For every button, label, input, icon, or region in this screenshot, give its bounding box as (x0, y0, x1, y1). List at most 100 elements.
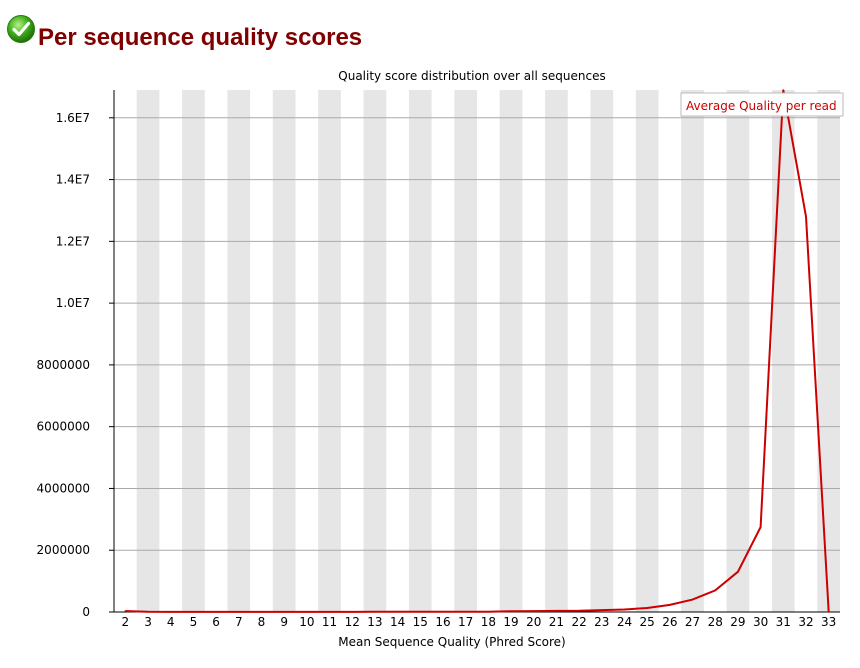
stripe-25 (635, 90, 659, 612)
x-tick-label: 19 (503, 615, 518, 629)
x-tick-label: 17 (458, 615, 473, 629)
x-tick-label: 11 (322, 615, 337, 629)
data-point-15 (419, 610, 422, 613)
data-point-16 (442, 610, 444, 613)
data-point-33 (827, 611, 830, 613)
legend-label: Average Quality per read (686, 99, 837, 113)
x-tick-label: 18 (481, 615, 496, 629)
y-tick-label: 2000000 (37, 543, 90, 557)
data-point-20 (532, 610, 535, 612)
legend-box (680, 92, 844, 117)
data-points (124, 89, 830, 613)
data-point-30 (759, 526, 762, 528)
data-point-19 (510, 610, 512, 613)
horizontal-gridlines (114, 117, 840, 551)
data-point-29 (737, 571, 739, 573)
y-tick-label: 0 (82, 605, 90, 619)
data-point-7 (237, 611, 240, 613)
data-point-25 (646, 607, 648, 609)
x-axis-label: Mean Sequence Quality (Phred Score) (338, 635, 566, 649)
chart-title: Quality score distribution over all sequ… (338, 69, 605, 83)
x-tick-label: 14 (390, 615, 405, 629)
data-point-2 (124, 610, 127, 612)
x-tick-label: 26 (662, 615, 677, 629)
x-tick-label: 23 (594, 615, 609, 629)
x-tick-label: 2 (122, 615, 130, 629)
stripe-15 (408, 90, 432, 612)
data-point-10 (306, 611, 308, 613)
data-point-8 (260, 611, 263, 613)
data-point-31 (782, 89, 785, 91)
data-point-5 (192, 611, 195, 613)
module-header: Per sequence quality scores (6, 14, 362, 54)
data-point-17 (464, 610, 467, 613)
x-tick-label: 13 (367, 615, 382, 629)
x-tick-label: 29 (730, 615, 745, 629)
stripe-11 (318, 90, 341, 612)
y-tick-label: 4000000 (37, 481, 90, 495)
x-tick-label: 28 (708, 615, 723, 629)
data-point-24 (623, 608, 626, 611)
data-point-3 (147, 611, 149, 613)
data-point-18 (487, 610, 490, 613)
x-tick-label: 12 (345, 615, 360, 629)
x-tick-label: 22 (571, 615, 586, 629)
series-line-average-quality (125, 89, 830, 613)
x-tick-label: 33 (821, 615, 836, 629)
stripe-13 (363, 90, 387, 612)
x-tick-label: 30 (753, 615, 768, 629)
x-tick-label: 9 (280, 615, 288, 629)
data-point-6 (215, 611, 217, 613)
background-stripes (136, 90, 840, 612)
stripe-33 (817, 90, 840, 612)
data-point-23 (600, 609, 603, 611)
y-tick-label: 8000000 (37, 358, 90, 372)
x-tick-label: 7 (235, 615, 243, 629)
data-point-27 (691, 598, 694, 601)
stripe-7 (227, 90, 251, 612)
x-tick-label: 21 (549, 615, 564, 629)
y-tick-label: 6000000 (37, 420, 90, 434)
y-tick-labels: 0 2000000 4000000 6000000 8000000 1.0E7 1.2E7 1… (37, 111, 114, 619)
x-tick-label: 32 (798, 615, 813, 629)
x-tick-label: 31 (776, 615, 791, 629)
data-point-4 (169, 611, 172, 613)
x-tick-label: 6 (212, 615, 220, 629)
x-tick-label: 3 (144, 615, 152, 629)
data-point-21 (555, 610, 558, 612)
x-tick-label: 27 (685, 615, 700, 629)
stripe-19 (499, 90, 523, 612)
legend: Average Quality per read (680, 92, 844, 117)
stripe-5 (182, 90, 205, 612)
data-point-12 (351, 611, 354, 613)
stripe-3 (136, 90, 160, 612)
x-tick-label: 25 (640, 615, 655, 629)
x-tick-label: 4 (167, 615, 175, 629)
stripe-21 (545, 90, 568, 612)
x-tick-label: 10 (299, 615, 314, 629)
data-point-9 (283, 611, 285, 613)
data-point-13 (374, 611, 376, 613)
stripe-17 (454, 90, 477, 612)
x-tick-label: 24 (617, 615, 632, 629)
page-title: Per sequence quality scores (38, 24, 363, 51)
data-point-11 (328, 611, 331, 613)
x-tick-labels: 2 3 4 5 6 7 8 9 10 11 12 13 14 15 16 17 18 19 20 21 22 23 24 25… (122, 615, 837, 629)
stripe-27 (681, 90, 704, 612)
y-tick-label: 1.4E7 (56, 173, 90, 187)
y-tick-label: 1.2E7 (56, 234, 90, 248)
check-circle-icon (7, 15, 35, 43)
x-tick-label: 15 (413, 615, 428, 629)
data-point-14 (396, 611, 399, 613)
data-point-22 (578, 609, 580, 612)
data-point-28 (714, 589, 717, 592)
x-tick-label: 20 (526, 615, 541, 629)
y-tick-label: 1.6E7 (56, 111, 90, 125)
stripe-31 (771, 90, 795, 612)
data-point-26 (669, 604, 671, 606)
stripe-9 (272, 90, 296, 612)
stripe-29 (726, 90, 750, 612)
x-tick-label: 16 (435, 615, 450, 629)
x-tick-label: 8 (258, 615, 266, 629)
